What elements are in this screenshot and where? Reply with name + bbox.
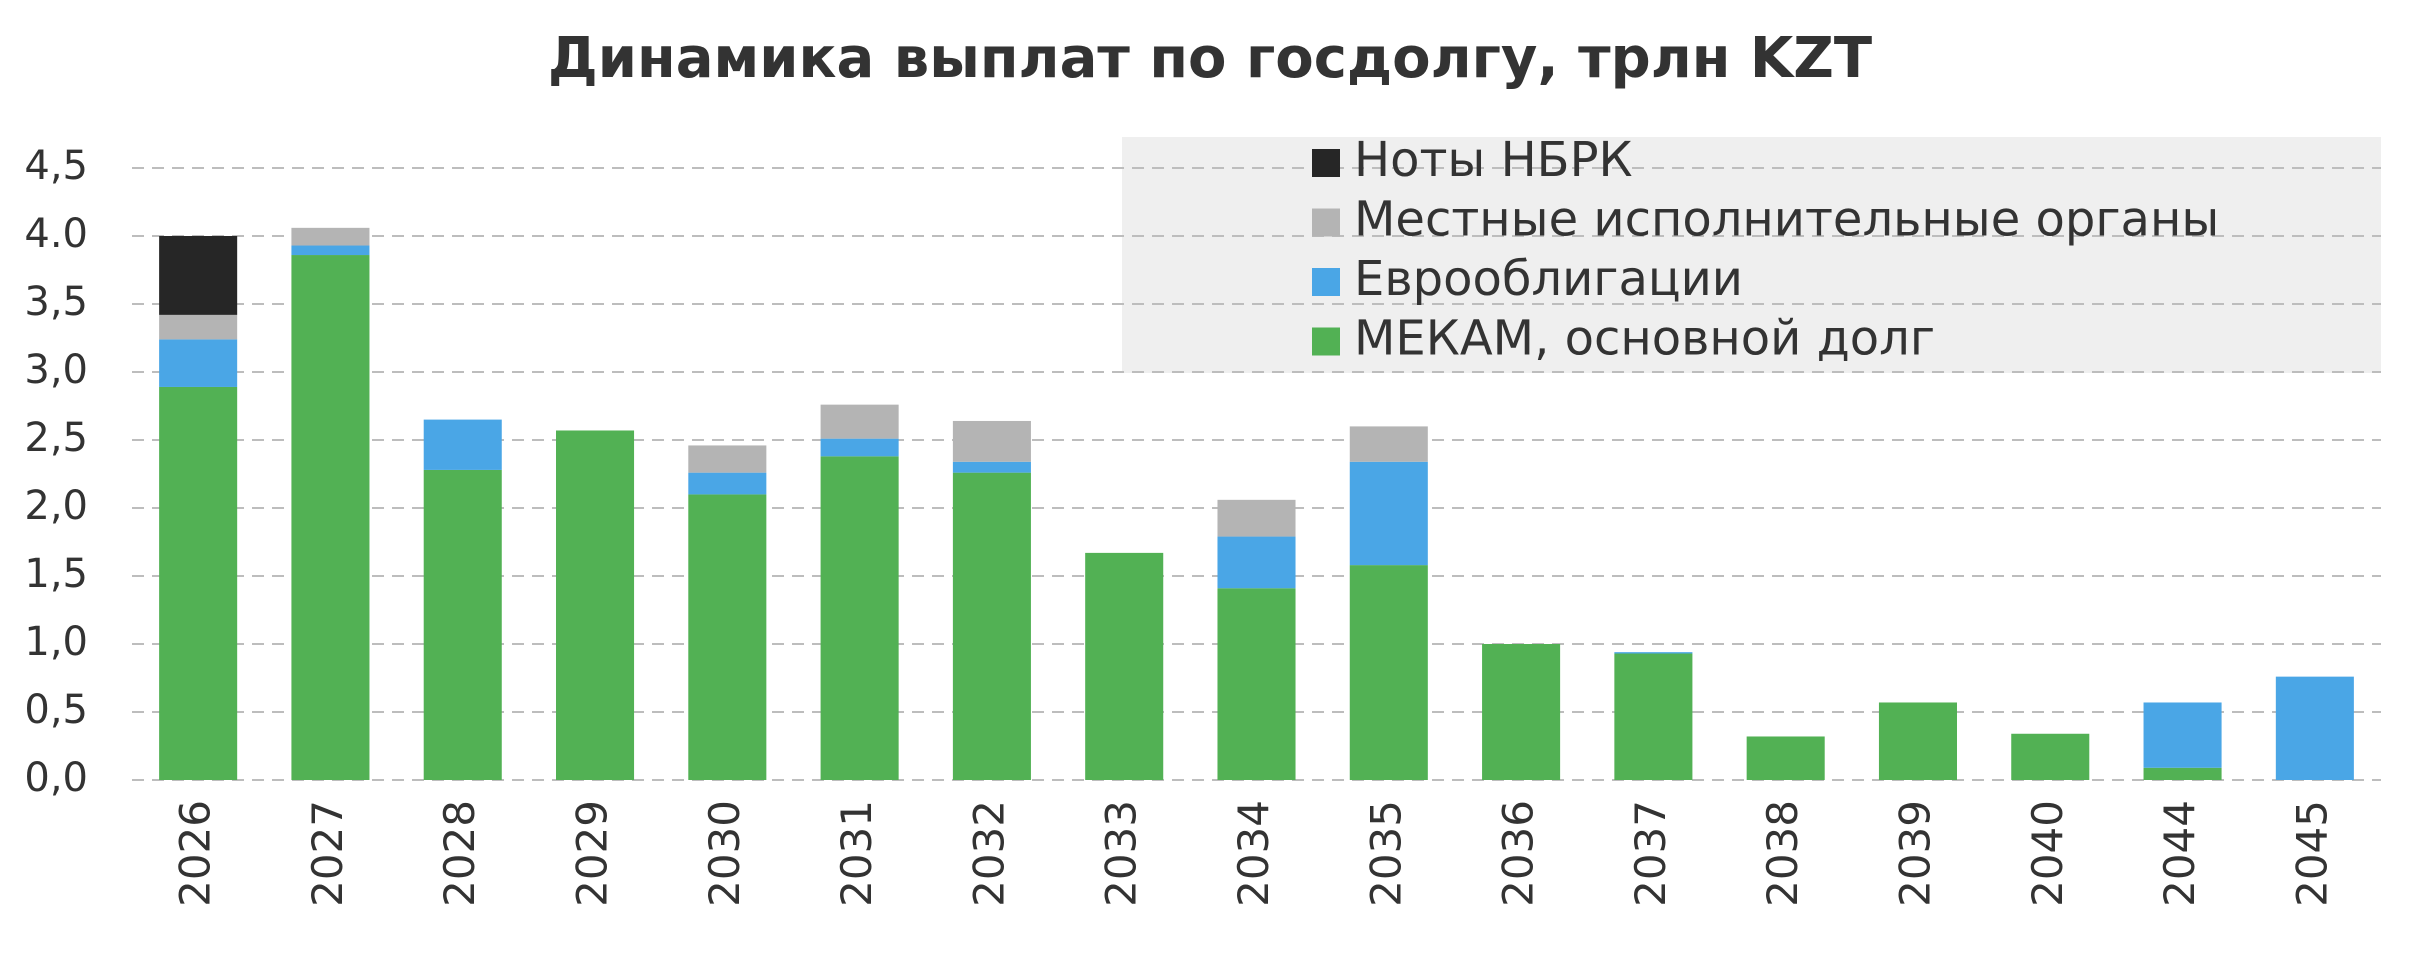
bar-segment [1085,552,1164,780]
x-tick-label: 2033 [1097,800,1146,907]
bar-segment [688,494,767,780]
bar-segment [2143,702,2222,768]
y-tick-label: 0,5 [24,687,88,733]
x-tick-label: 2027 [303,800,352,907]
y-tick-label: 2,5 [24,415,88,461]
bar-segment [1217,536,1296,589]
x-tick-label: 2034 [1229,800,1278,907]
x-tick-label: 2030 [700,800,749,907]
bar-segment [159,339,238,387]
x-tick-label: 2038 [1758,800,1807,907]
bar-segment [1614,653,1693,780]
x-tick-label: 2029 [568,800,617,907]
bar-segment [952,472,1031,780]
bar-segment [820,438,899,457]
bar-segment [291,255,370,781]
bar-segment [1878,702,1957,780]
y-tick-label: 3,0 [24,347,88,393]
legend-label: Ноты НБРК [1354,132,1633,188]
x-tick-label: 2026 [171,800,220,907]
bar-segment [2275,676,2354,780]
bar-segment [1217,588,1296,780]
y-tick-label: 2,0 [24,483,88,529]
bar-segment [952,461,1031,473]
bar-segment [1217,499,1296,537]
bar-segment [688,445,767,473]
bar-segment [291,245,370,256]
y-tick-label: 1,5 [24,551,88,597]
bar-segment [688,472,767,495]
bar-segment [1746,736,1825,780]
bar-segment [1349,426,1428,462]
bar-segment [1349,565,1428,780]
x-tick-label: 2045 [2287,800,2336,907]
y-tick-label: 4.0 [24,211,88,257]
x-tick-label: 2036 [1494,800,1543,907]
bar-segment [2143,767,2222,780]
bar-segment [291,227,370,246]
legend-swatch [1312,208,1340,237]
y-tick-label: 4,5 [24,143,88,189]
x-tick-label: 2044 [2155,800,2204,907]
legend-label: Еврооблигации [1354,251,1743,307]
legend-label: МЕКАМ, основной долг [1354,311,1935,367]
bar-segment [820,456,899,780]
bar-segment [1349,461,1428,566]
y-tick-label: 0,0 [24,755,88,801]
legend-swatch [1312,149,1340,177]
bar-segment [2011,733,2090,780]
bar-segment [820,404,899,439]
bar-segment [423,469,502,780]
y-tick-label: 1,0 [24,619,88,665]
legend-label: Местные исполнительные органы [1354,192,2219,248]
x-tick-label: 2037 [1626,800,1675,907]
bar-segment [556,430,635,780]
bar-segment [1614,652,1693,654]
x-tick-label: 2039 [1890,800,1939,907]
x-tick-label: 2031 [832,800,881,907]
chart-title: Динамика выплат по госдолгу, трлн KZT [548,26,1872,91]
x-tick-label: 2040 [2023,800,2072,907]
x-tick-label: 2028 [435,800,484,907]
legend-swatch [1312,268,1340,296]
bar-segment [159,314,238,340]
bar-segment [1482,644,1561,780]
x-tick-label: 2032 [964,800,1013,907]
y-tick-label: 3,5 [24,279,88,325]
bar-segment [159,386,238,780]
bar-segment [159,236,238,315]
bar-segment [952,420,1031,462]
legend-swatch [1312,327,1340,356]
bar-segment [423,419,502,470]
x-tick-label: 2035 [1361,800,1410,907]
